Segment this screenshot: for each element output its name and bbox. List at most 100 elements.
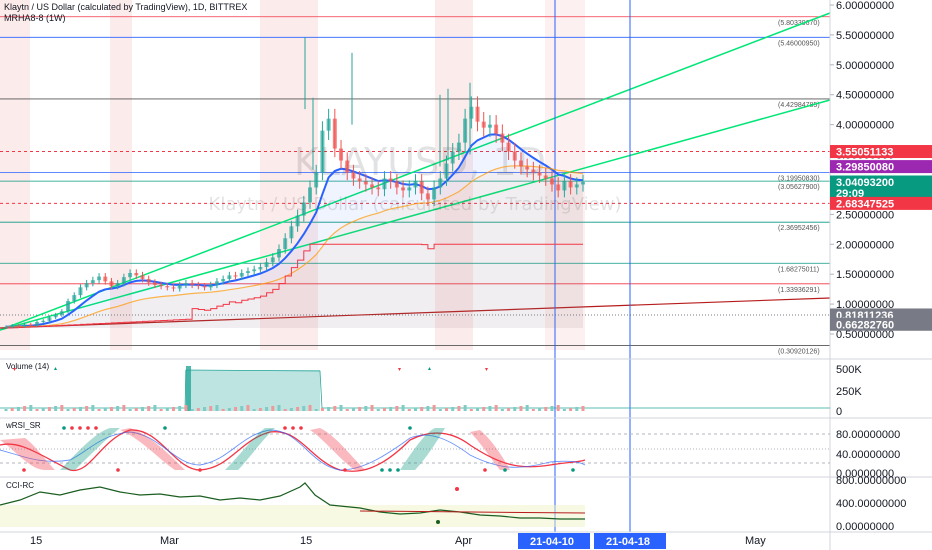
level-label: (3.05627900) [778, 184, 820, 191]
volume-bar [122, 405, 126, 411]
candle-body [345, 160, 350, 173]
volume-bar [277, 405, 281, 411]
volume-bar [283, 409, 287, 411]
volume-bar [29, 405, 33, 411]
candle-body [264, 262, 269, 268]
volume-bar [234, 407, 238, 411]
rsi-signal-marker [78, 426, 82, 430]
price-tick: 1.50000000 [836, 269, 894, 281]
candle-body [475, 106, 480, 122]
volume-bar [289, 408, 293, 411]
volume-bar [575, 407, 579, 411]
candle-body [28, 324, 33, 326]
level-label: (5.80339670) [778, 20, 820, 27]
candle-body [574, 184, 579, 188]
candle-body [214, 281, 219, 285]
candle-body [512, 151, 517, 161]
price-tick: 6.00000000 [836, 0, 894, 12]
candle-body [500, 133, 505, 143]
candle-body [103, 276, 108, 282]
rsi-signal-marker [116, 468, 120, 472]
chart-title: Klaytn / US Dollar (calculated by Tradin… [4, 2, 247, 12]
volume-bar [556, 405, 560, 411]
candle-body [245, 271, 250, 273]
volume-bar [66, 409, 70, 411]
volume-bar [246, 405, 250, 411]
candle-body [16, 325, 21, 327]
volume-bar [302, 406, 306, 411]
candle-body [22, 324, 27, 327]
wrsi-tick-80: 80.00000000 [836, 429, 900, 441]
volume-bar [562, 409, 566, 411]
candle-body [66, 301, 71, 312]
time-tick-may: May [745, 535, 766, 547]
rsi-signal-marker [483, 468, 487, 472]
candle-body [239, 272, 244, 277]
price-tick: 1.00000000 [836, 299, 894, 311]
candle-body [456, 142, 461, 152]
candle-body [159, 284, 164, 287]
candle-body [252, 269, 257, 272]
volume-bar [60, 405, 64, 411]
price-badge [830, 317, 932, 331]
volume-bar [165, 408, 169, 411]
rsi-signal-marker [408, 426, 412, 430]
candle-body [221, 278, 226, 282]
time-badge-2-label: 21-04-18 [606, 536, 650, 548]
volume-bar [209, 406, 213, 411]
volume-bar [482, 407, 486, 411]
candle-body [301, 202, 306, 216]
volume-bar [41, 408, 45, 411]
candle-body [487, 124, 492, 128]
candle-body [370, 184, 375, 188]
volume-bar [78, 407, 82, 411]
time-badge-2 [594, 533, 666, 549]
candle-body [537, 172, 542, 176]
candle-body [47, 317, 52, 321]
volume-bar [370, 405, 374, 411]
candle-body [140, 275, 145, 279]
candle-body [376, 187, 381, 190]
volume-bar [178, 406, 182, 411]
candles [4, 37, 585, 330]
horizontal-levels: (5.80339670) (5.46000950) (4.42984785) (3.1… [0, 16, 830, 355]
candle-body [295, 215, 300, 227]
price-axis-panel[interactable] [830, 0, 932, 532]
volume-bar [438, 409, 442, 411]
volume-bar [525, 405, 529, 411]
volume-bar [513, 407, 517, 411]
rsi-signal-marker [299, 426, 303, 430]
rsi-signal-marker [396, 468, 400, 472]
price-badges: 3.550511333.298500803.0409320029:092.683… [830, 145, 932, 331]
rsi-signal-marker [22, 468, 26, 472]
candle-body [332, 118, 337, 149]
volume-bar [54, 406, 58, 411]
candle-body [146, 278, 151, 283]
time-axis[interactable]: 15 Mar 15 Apr May 21-04-10 21-04-18 [30, 533, 766, 549]
volume-bar [128, 409, 132, 411]
cci-tick-800: 800.00000000 [836, 475, 906, 487]
trend-lines [0, 12, 831, 331]
candle-body [382, 178, 387, 190]
volume-bar [445, 408, 449, 411]
candle-body [208, 284, 213, 288]
candle-body [531, 169, 536, 173]
price-badge [830, 145, 932, 159]
volume-bar [413, 408, 417, 411]
candle-body [388, 178, 393, 182]
candle-body [308, 187, 313, 203]
candle-body [450, 151, 455, 164]
volume-bar [16, 407, 20, 411]
volume-bar [395, 406, 399, 411]
volume-pane-title: Volume (14) [6, 362, 49, 371]
volume-bar [147, 406, 151, 411]
volume-bar [215, 405, 219, 411]
ema-fast-line [5, 133, 584, 328]
price-tick: 4.00000000 [836, 120, 894, 132]
candle-body [90, 280, 95, 284]
volume-bar [109, 407, 113, 411]
price-badge-label: 3.04093200 [836, 177, 894, 189]
volume-bar [488, 406, 492, 411]
volume-bar [227, 408, 231, 411]
